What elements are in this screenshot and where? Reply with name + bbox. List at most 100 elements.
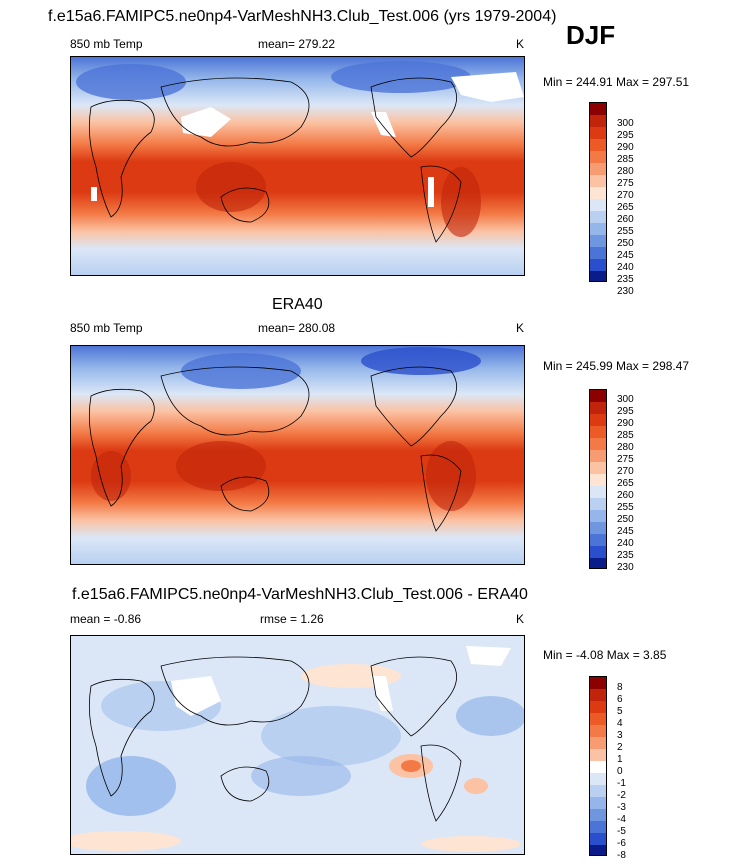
panel-2-swatch [590,450,606,462]
panel-2-tick: 295 [617,406,634,417]
panel-3-mean-label: mean = -0.86 [70,612,142,626]
panel-2-swatch [590,558,606,568]
panel-1-tick: 290 [617,142,634,153]
panel-1-swatch [590,175,606,187]
panel-3-tick: -5 [617,826,626,837]
panel-2-colorbar [589,389,607,569]
panel-3-units-label: K [516,612,525,626]
panel-3-swatch [590,845,606,855]
season-label: DJF [566,20,616,50]
panel-3-tick: 0 [617,766,623,777]
panel-3-tick: -3 [617,802,626,813]
panel-1-tick: 250 [617,238,634,249]
panel-2-tick: 285 [617,430,634,441]
panel-3-tick: -6 [617,838,626,849]
panel-3-tick: -8 [617,850,626,861]
panel-1-swatch [590,211,606,223]
panel-2-tick: 300 [617,394,634,405]
panel-1-tick: 300 [617,118,634,129]
panel-2-swatch [590,474,606,486]
panel-1-tick: 295 [617,130,634,141]
panel-1-swatch [590,187,606,199]
panel-1-swatch [590,139,606,151]
panel-2-map [70,345,525,565]
panel-2-tick: 240 [617,538,634,549]
panel-1-colorbar [589,102,607,282]
panel-3-swatch [590,833,606,845]
panel-3-swatch [590,785,606,797]
panel-3-colorbar [589,676,607,856]
panel-3-tick: -2 [617,790,626,801]
panel-2-swatch [590,402,606,414]
panel-2-swatch [590,510,606,522]
panel-1-tick: 235 [617,274,634,285]
panel-3-swatch [590,821,606,833]
panel-1-map [70,56,525,276]
panel-1-tick: 240 [617,262,634,273]
panel-1-swatch [590,163,606,175]
panel-1-variable-label: 850 mb Temp [70,37,143,51]
panel-2-swatch [590,414,606,426]
panel-2-swatch [590,426,606,438]
panel-3-title: f.e15a6.FAMIPC5.ne0np4-VarMeshNH3.Club_T… [72,586,528,603]
panel-2-map-field [71,346,524,564]
panel-1-swatch [590,199,606,211]
panel-3-swatch [590,761,606,773]
panel-3-swatch [590,773,606,785]
panel-2-tick: 255 [617,502,634,513]
panel-1-swatch [590,235,606,247]
panel-1-tick: 260 [617,214,634,225]
panel-3-swatch [590,713,606,725]
panel-2-tick: 250 [617,514,634,525]
panel-2-swatch [590,486,606,498]
panel-3-swatch [590,737,606,749]
panel-1-units-label: K [516,37,525,51]
panel-3-tick: -4 [617,814,626,825]
panel-3-tick: 8 [617,682,623,693]
panel-3-map [70,635,525,855]
panel-2-tick: 290 [617,418,634,429]
panel-3-swatch [590,749,606,761]
panel-2-units-label: K [516,321,525,335]
panel-2-mean-label: mean= 280.08 [258,321,336,335]
panel-1-swatch [590,127,606,139]
panel-1-swatch [590,259,606,271]
panel-1-title: f.e15a6.FAMIPC5.ne0np4-VarMeshNH3.Club_T… [48,8,557,25]
panel-2-variable-label: 850 mb Temp [70,321,143,335]
panel-1-tick: 280 [617,166,634,177]
panel-2-tick: 270 [617,466,634,477]
panel-2-tick: 235 [617,550,634,561]
panel-2-swatch [590,546,606,558]
panel-3-rmse-label: rmse = 1.26 [260,612,324,626]
panel-1-swatch [590,223,606,235]
panel-2-tick: 245 [617,526,634,537]
panel-1-tick: 270 [617,190,634,201]
panel-1-swatch [590,103,606,115]
panel-1-minmax: Min = 244.91 Max = 297.51 [543,75,690,89]
panel-2-tick: 260 [617,490,634,501]
panel-3-tick: -1 [617,778,626,789]
panel-1-swatch [590,151,606,163]
panel-2-tick: 230 [617,562,634,573]
panel-1-map-field [71,57,524,275]
panel-2-swatch [590,498,606,510]
panel-2-tick: 265 [617,478,634,489]
panel-3-tick: 6 [617,694,623,705]
panel-1-tick: 265 [617,202,634,213]
panel-1-tick: 275 [617,178,634,189]
panel-3-swatch [590,797,606,809]
panel-2-tick: 280 [617,442,634,453]
panel-2-swatch [590,462,606,474]
panel-2-swatch [590,534,606,546]
panel-3-swatch [590,725,606,737]
panel-2-title: ERA40 [272,296,323,313]
panel-2-tick: 275 [617,454,634,465]
panel-3-map-field [71,636,524,854]
panel-3-swatch [590,701,606,713]
panel-2-minmax: Min = 245.99 Max = 298.47 [543,359,690,373]
panel-1-tick: 245 [617,250,634,261]
panel-1-swatch [590,271,606,281]
panel-1-swatch [590,115,606,127]
panel-2-swatch [590,522,606,534]
panel-1-tick: 285 [617,154,634,165]
